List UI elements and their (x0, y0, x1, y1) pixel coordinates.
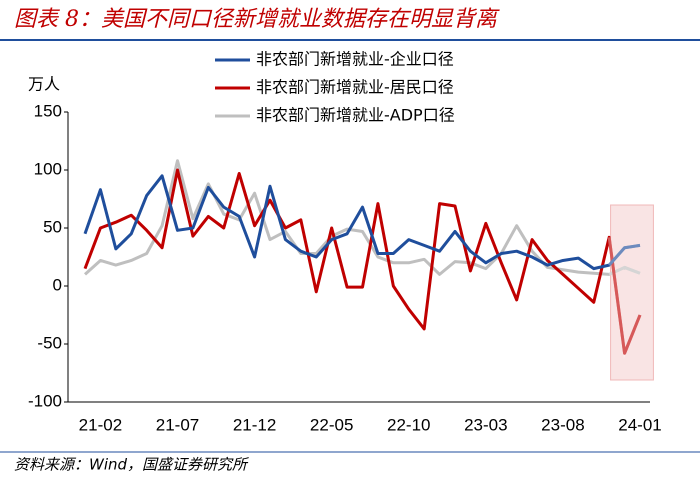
legend-label: 非农部门新增就业-企业口径 (256, 50, 454, 69)
legend-label: 非农部门新增就业-居民口径 (256, 78, 454, 97)
y-tick-label: -50 (37, 333, 62, 352)
series-line (83, 168, 642, 355)
series-line-highlight (607, 237, 642, 360)
x-tick-label: 21-07 (156, 415, 199, 434)
legend-label: 非农部门新增就业-ADP口径 (256, 106, 455, 125)
x-tick-label: 22-05 (310, 415, 353, 434)
y-tick-label: 100 (34, 159, 62, 178)
x-tick-label: 24-01 (618, 415, 661, 434)
x-tick-label: 21-02 (79, 415, 122, 434)
x-tick-label: 22-10 (387, 415, 430, 434)
y-tick-label: 150 (34, 101, 62, 120)
series-line-highlight (608, 243, 641, 267)
y-tick-label: 50 (43, 217, 62, 236)
x-tick-label: 21-12 (233, 415, 276, 434)
y-axis-unit: 万人 (28, 75, 60, 94)
source: 资料来源：Wind，国盛证券研究所 (14, 456, 249, 474)
chart-title: 图表 8：美国不同口径新增就业数据存在明显背离 (14, 7, 500, 32)
x-tick-label: 23-08 (541, 415, 584, 434)
x-tick-label: 23-03 (464, 415, 507, 434)
y-tick-label: 0 (53, 275, 62, 294)
series-line (83, 174, 641, 271)
series-line (83, 159, 641, 276)
y-tick-label: -100 (28, 391, 62, 410)
